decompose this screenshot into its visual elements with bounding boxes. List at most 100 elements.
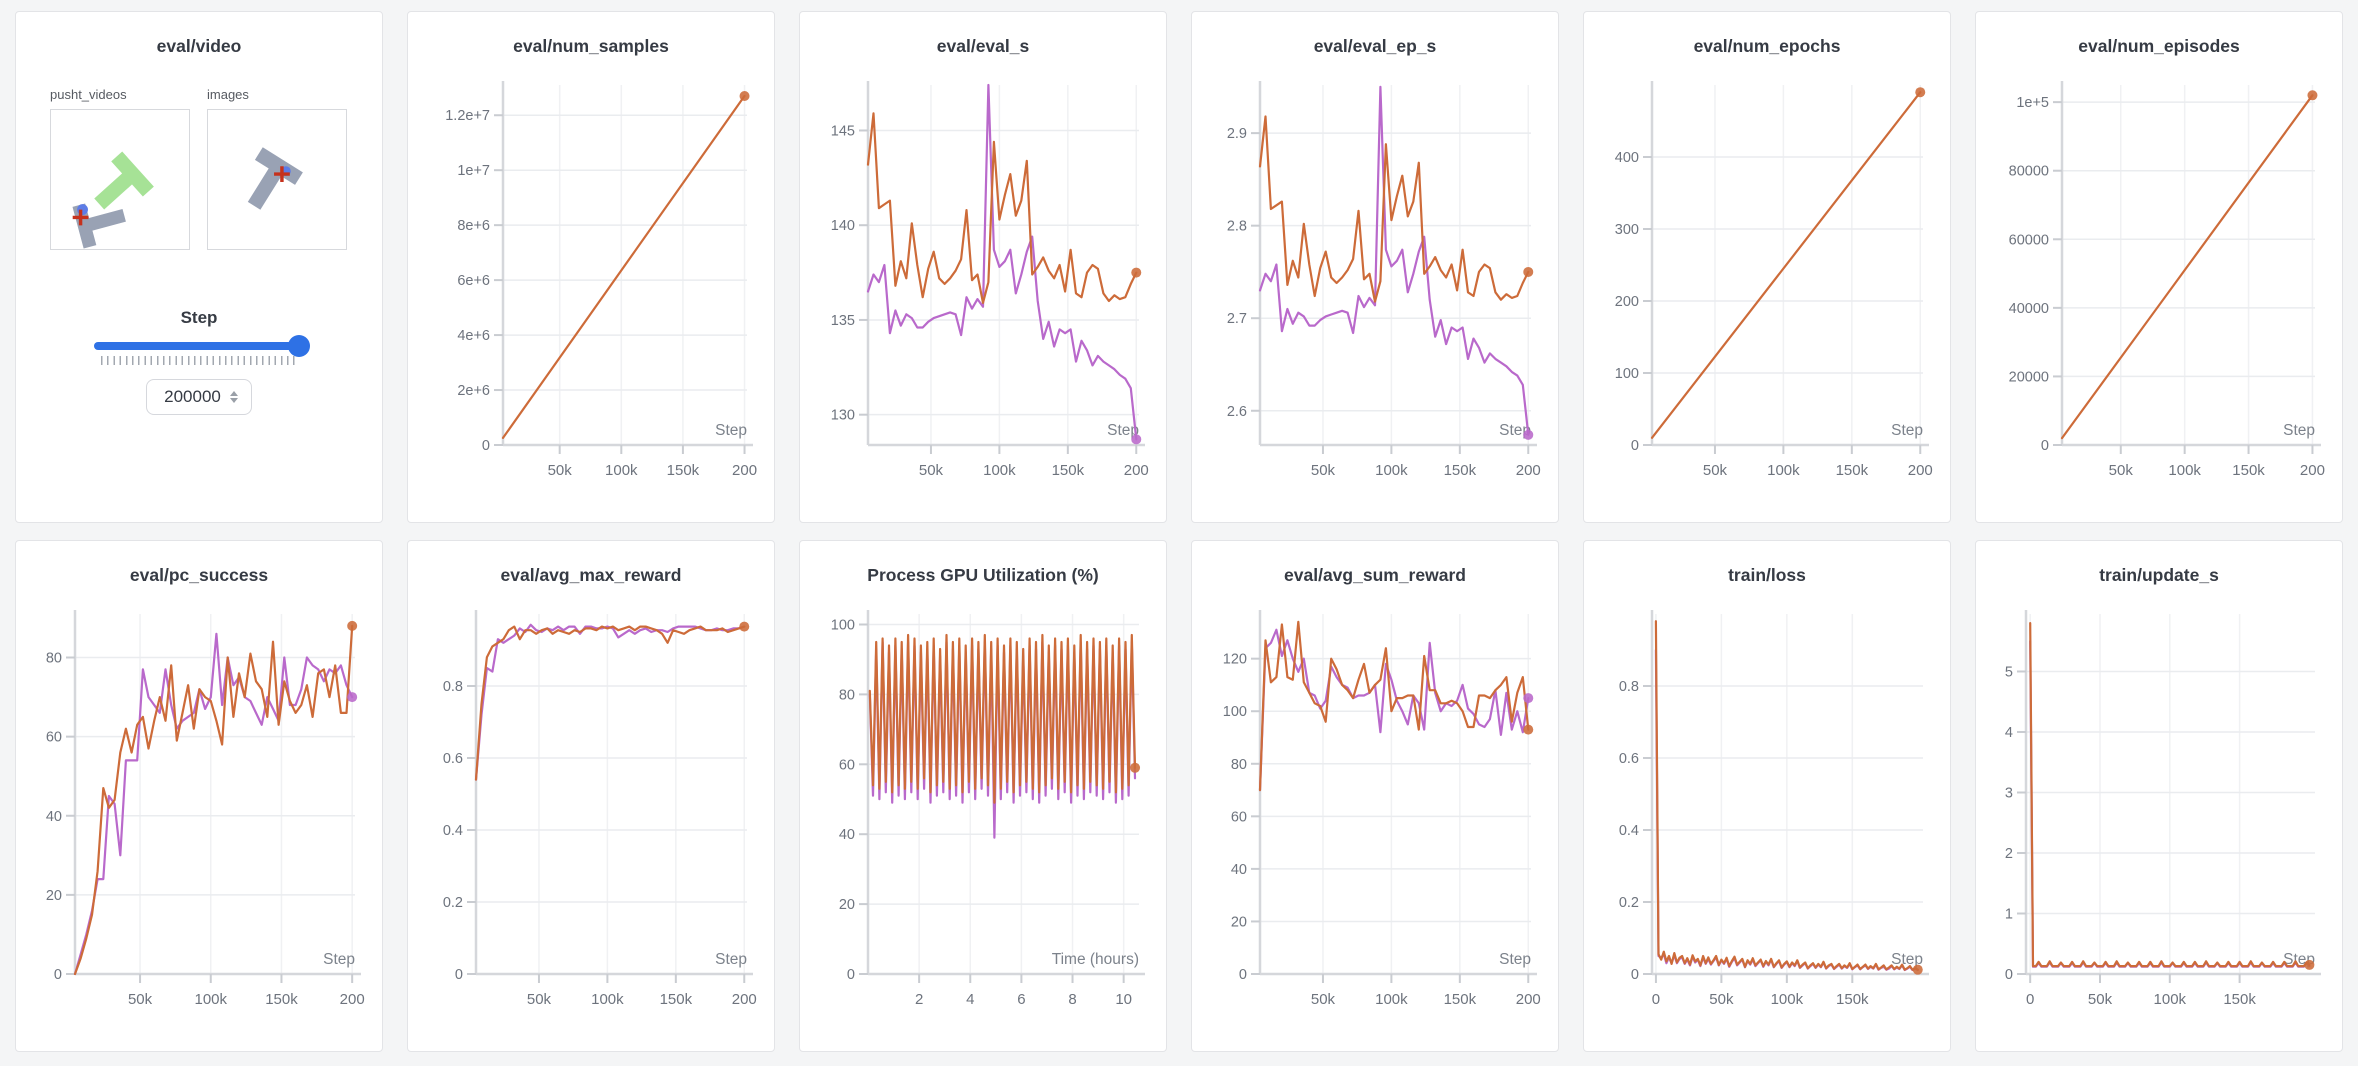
svg-text:100k: 100k [2168,462,2201,479]
chart-canvas[interactable]: 0 20 40 60 80 100 2 4 6 8 10 Time (hours) [815,596,1151,1014]
svg-text:0.4: 0.4 [443,823,463,839]
svg-text:100: 100 [831,617,855,633]
media-row: pusht_videos [50,87,382,250]
images-scene-image [247,147,303,210]
svg-text:200: 200 [1516,462,1541,479]
svg-text:0: 0 [1652,991,1660,1008]
svg-text:0: 0 [1239,967,1247,983]
svg-text:50k: 50k [1709,991,1734,1008]
chart-canvas[interactable]: 0 20 40 60 80 100 120 50k 100k 150k 200 Step [1207,596,1543,1014]
media-label: pusht_videos [50,87,127,102]
svg-text:50k: 50k [548,462,573,479]
step-value-box[interactable] [146,379,252,415]
media-item-pusht-videos[interactable]: pusht_videos [50,87,190,250]
chart-panel[interactable]: eval/eval_s 130 135 140 145 50k 100k 150k 200 Ste… [799,11,1167,523]
green-t-shape [94,151,154,210]
slider-track[interactable] [94,335,310,357]
gray-t-shape [247,147,303,210]
chart-canvas[interactable]: 0 20 40 60 80 50k 100k 150k 200 Step [31,596,367,1014]
svg-text:0: 0 [482,438,490,454]
svg-text:100k: 100k [1375,991,1408,1008]
pusht-videos-thumbnail[interactable] [50,109,190,250]
svg-text:50k: 50k [919,462,944,479]
svg-text:150k: 150k [1444,991,1477,1008]
chart-title: train/loss [1728,565,1806,585]
chart-canvas[interactable]: 0 2e+6 4e+6 6e+6 8e+6 1e+7 1.2e+7 50k 100k 150k 20… [423,67,759,485]
svg-text:6: 6 [1017,991,1025,1008]
svg-text:100k: 100k [1771,991,1804,1008]
chart-panel[interactable]: eval/pc_success 0 20 40 60 80 50k 100k 150k 200 St… [15,540,383,1052]
chart-panel[interactable]: Process GPU Utilization (%) 0 20 40 60 80 100 2… [799,540,1167,1052]
media-panel-title: eval/video [156,36,242,56]
svg-text:Step: Step [715,951,747,968]
pusht-scene-image [72,151,154,249]
blue-dot [77,204,88,215]
chart-canvas[interactable]: 130 135 140 145 50k 100k 150k 200 Step [815,67,1151,485]
svg-text:2: 2 [2005,846,2013,862]
chart-panel[interactable]: eval/num_samples 0 2e+6 4e+6 6e+6 8e+6 1e+7 1.2… [407,11,775,523]
svg-text:0.4: 0.4 [1619,823,1639,839]
svg-text:20: 20 [839,897,855,913]
svg-text:400: 400 [1615,150,1639,166]
svg-text:145: 145 [831,123,855,139]
svg-text:100k: 100k [1375,462,1408,479]
step-value-input[interactable] [160,387,225,407]
chart-canvas[interactable]: 0 100 200 300 400 50k 100k 150k 200 Step [1599,67,1935,485]
red-cross [274,166,290,182]
svg-text:2.9: 2.9 [1227,126,1247,142]
chart-panel[interactable]: train/loss 0 0.2 0.4 0.6 0.8 0 50k 100k 150k Step [1583,540,1951,1052]
chart-panel[interactable]: eval/avg_max_reward 0 0.2 0.4 0.6 0.8 50k 100k 1… [407,540,775,1052]
svg-text:8e+6: 8e+6 [457,218,490,234]
svg-text:140: 140 [831,218,855,234]
svg-text:Step: Step [715,422,747,439]
chart-canvas[interactable]: 0 20000 40000 60000 80000 1e+5 50k 100k 150k 200 S… [1991,67,2327,485]
svg-text:0.6: 0.6 [1619,751,1639,767]
step-slider[interactable] [94,335,310,357]
svg-text:0.8: 0.8 [443,679,463,695]
chart-panel[interactable]: eval/eval_ep_s 2.6 2.7 2.8 2.9 50k 100k 150k 200… [1191,11,1559,523]
svg-text:150k: 150k [1836,462,1869,479]
images-thumbnail[interactable] [207,109,347,250]
svg-text:10: 10 [1115,991,1132,1008]
slider-thumb[interactable] [288,335,310,357]
svg-text:1.2e+7: 1.2e+7 [445,108,490,124]
svg-text:200: 200 [1908,462,1933,479]
svg-text:0.8: 0.8 [1619,679,1639,695]
svg-text:Step: Step [1499,422,1531,439]
stepper-control[interactable] [229,391,238,403]
svg-text:50k: 50k [1703,462,1728,479]
step-down-icon[interactable] [229,398,238,403]
gray-t-shape [72,203,126,249]
svg-text:Step: Step [1891,951,1923,968]
step-slider-label: Step [180,308,218,327]
chart-canvas[interactable]: 2.6 2.7 2.8 2.9 50k 100k 150k 200 Step [1207,67,1543,485]
svg-text:0: 0 [2041,438,2049,454]
svg-text:0.6: 0.6 [443,751,463,767]
svg-text:100: 100 [1223,704,1247,720]
svg-text:0: 0 [1631,967,1639,983]
media-item-images[interactable]: images [207,87,347,250]
chart-panel[interactable]: eval/num_epochs 0 100 200 300 400 50k 100k 150k 2… [1583,11,1951,523]
svg-text:200: 200 [340,991,365,1008]
chart-canvas[interactable]: 0 0.2 0.4 0.6 0.8 50k 100k 150k 200 Step [423,596,759,1014]
svg-text:80: 80 [1231,757,1247,773]
step-up-icon[interactable] [229,391,238,396]
svg-text:8: 8 [1068,991,1076,1008]
media-panel-eval-video[interactable]: eval/video pusht_videos [15,11,383,523]
svg-text:40: 40 [839,827,855,843]
slider-tick-marks [101,356,297,365]
svg-text:6e+6: 6e+6 [457,273,490,289]
svg-text:Step: Step [323,951,355,968]
chart-canvas[interactable]: 0 0.2 0.4 0.6 0.8 0 50k 100k 150k Step [1599,596,1935,1014]
chart-panel[interactable]: eval/num_episodes 0 20000 40000 60000 80000 1e… [1975,11,2343,523]
svg-text:4: 4 [2005,725,2013,741]
svg-text:100k: 100k [1767,462,1800,479]
svg-text:80000: 80000 [2009,164,2049,180]
chart-title: Process GPU Utilization (%) [867,565,1099,585]
chart-panel[interactable]: eval/avg_sum_reward 0 20 40 60 80 100 120 50k 100… [1191,540,1559,1052]
chart-panel[interactable]: train/update_s 0 1 2 3 4 5 0 50k 100k 150k Step [1975,540,2343,1052]
chart-title: eval/avg_sum_reward [1284,565,1466,585]
svg-text:60: 60 [1231,809,1247,825]
